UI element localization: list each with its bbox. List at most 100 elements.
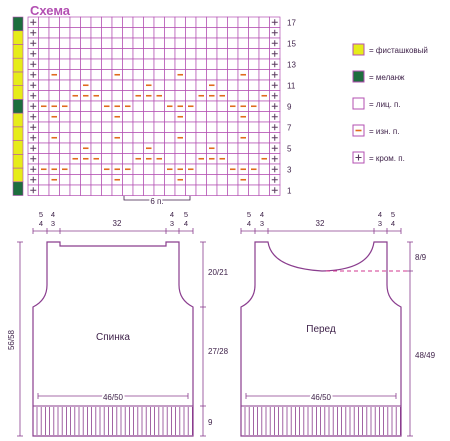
grid-cell: [69, 132, 81, 144]
row-number: 13: [287, 60, 296, 69]
edge-stitch-mark: [30, 71, 37, 78]
dim-label: 4: [391, 219, 395, 228]
grid-cell: [258, 69, 270, 81]
grid-cell: [174, 153, 186, 165]
grid-cell: [258, 142, 270, 154]
row-number: 9: [287, 102, 292, 111]
grid-cell: [122, 90, 134, 102]
grid-cell: [90, 100, 102, 112]
dim-label: 48/49: [415, 351, 436, 360]
grid-cell: [195, 27, 207, 39]
grid-cell: [69, 27, 81, 39]
grid-cell: [216, 27, 228, 39]
grid-cell: [80, 163, 92, 175]
legend-item-pistachio: = фисташковый: [352, 43, 428, 56]
grid-cell: [69, 121, 81, 133]
grid-cell: [90, 69, 102, 81]
grid-cell: [38, 69, 50, 81]
dim-label: 3: [51, 219, 55, 228]
grid-cell: [227, 48, 239, 60]
front-label: Перед: [306, 324, 336, 335]
grid-cell: [216, 100, 228, 112]
grid-cell: [101, 69, 113, 81]
grid-cell: [216, 69, 228, 81]
grid-cell: [143, 37, 155, 49]
grid-cell: [237, 184, 249, 196]
grid-cell: [80, 27, 92, 39]
grid-cell: [216, 111, 228, 123]
grid-cell: [206, 27, 218, 39]
grid-cell: [122, 16, 134, 28]
grid-cell: [227, 184, 239, 196]
grid-cell: [164, 90, 176, 102]
grid-cell: [258, 121, 270, 133]
edge-stitch-mark: [271, 71, 278, 78]
grid-cell: [90, 184, 102, 196]
grid-cell: [69, 79, 81, 91]
grid-cell: [185, 27, 197, 39]
edge-stitch-mark: [30, 61, 37, 68]
grid-cell: [206, 16, 218, 28]
color-stripe-column: [12, 16, 24, 196]
row-number: 1: [287, 186, 292, 195]
grid-cell: [143, 132, 155, 144]
grid-cell: [185, 48, 197, 60]
edge-stitch-mark: [271, 176, 278, 183]
grid-cell: [132, 142, 144, 154]
grid-cell: [101, 37, 113, 49]
row-number: 7: [287, 123, 292, 132]
dim-label: 32: [316, 219, 325, 228]
back-label: Спинка: [96, 332, 130, 343]
grid-cell: [48, 142, 60, 154]
grid-cell: [164, 132, 176, 144]
grid-cell: [132, 121, 144, 133]
repeat-bracket: 6 п.: [123, 196, 191, 208]
grid-cell: [153, 37, 165, 49]
grid-cell: [195, 132, 207, 144]
grid-cell: [80, 121, 92, 133]
grid-cell: [101, 132, 113, 144]
grid-cell: [90, 48, 102, 60]
grid-cell: [227, 16, 239, 28]
grid-cell: [248, 69, 260, 81]
grid-cell: [143, 184, 155, 196]
grid-cell: [143, 48, 155, 60]
grid-cell: [69, 163, 81, 175]
grid-cell: [258, 27, 270, 39]
stripe-pistachio: [12, 44, 24, 59]
grid-cell: [227, 58, 239, 70]
grid-cell: [69, 142, 81, 154]
grid-cell: [164, 121, 176, 133]
grid-cell: [90, 142, 102, 154]
grid-cell: [90, 37, 102, 49]
edge-stitch-mark: [30, 145, 37, 152]
grid-cell: [132, 27, 144, 39]
dim-label: 4: [247, 219, 251, 228]
dim-label: 9: [208, 418, 213, 427]
grid-cell: [195, 142, 207, 154]
grid-cell: [153, 16, 165, 28]
grid-cell: [174, 48, 186, 60]
dim-label: 4: [184, 219, 188, 228]
grid-cell: [90, 163, 102, 175]
grid-cell: [248, 142, 260, 154]
grid-cell: [111, 37, 123, 49]
grid-cell: [174, 37, 186, 49]
grid-cell: [164, 48, 176, 60]
grid-cell: [111, 90, 123, 102]
legend-label: = фисташковый: [369, 46, 428, 55]
grid-cell: [185, 142, 197, 154]
grid-cell: [111, 48, 123, 60]
grid-cell: [216, 174, 228, 186]
grid-cell: [216, 142, 228, 154]
grid-cell: [185, 121, 197, 133]
grid-cell: [216, 58, 228, 70]
grid-cell: [80, 58, 92, 70]
grid-cell: [132, 58, 144, 70]
grid-cell: [38, 48, 50, 60]
grid-cell: [38, 90, 50, 102]
dim-label: 5: [391, 210, 395, 219]
grid-cell: [101, 58, 113, 70]
grid-cell: [69, 174, 81, 186]
grid-cell: [216, 48, 228, 60]
